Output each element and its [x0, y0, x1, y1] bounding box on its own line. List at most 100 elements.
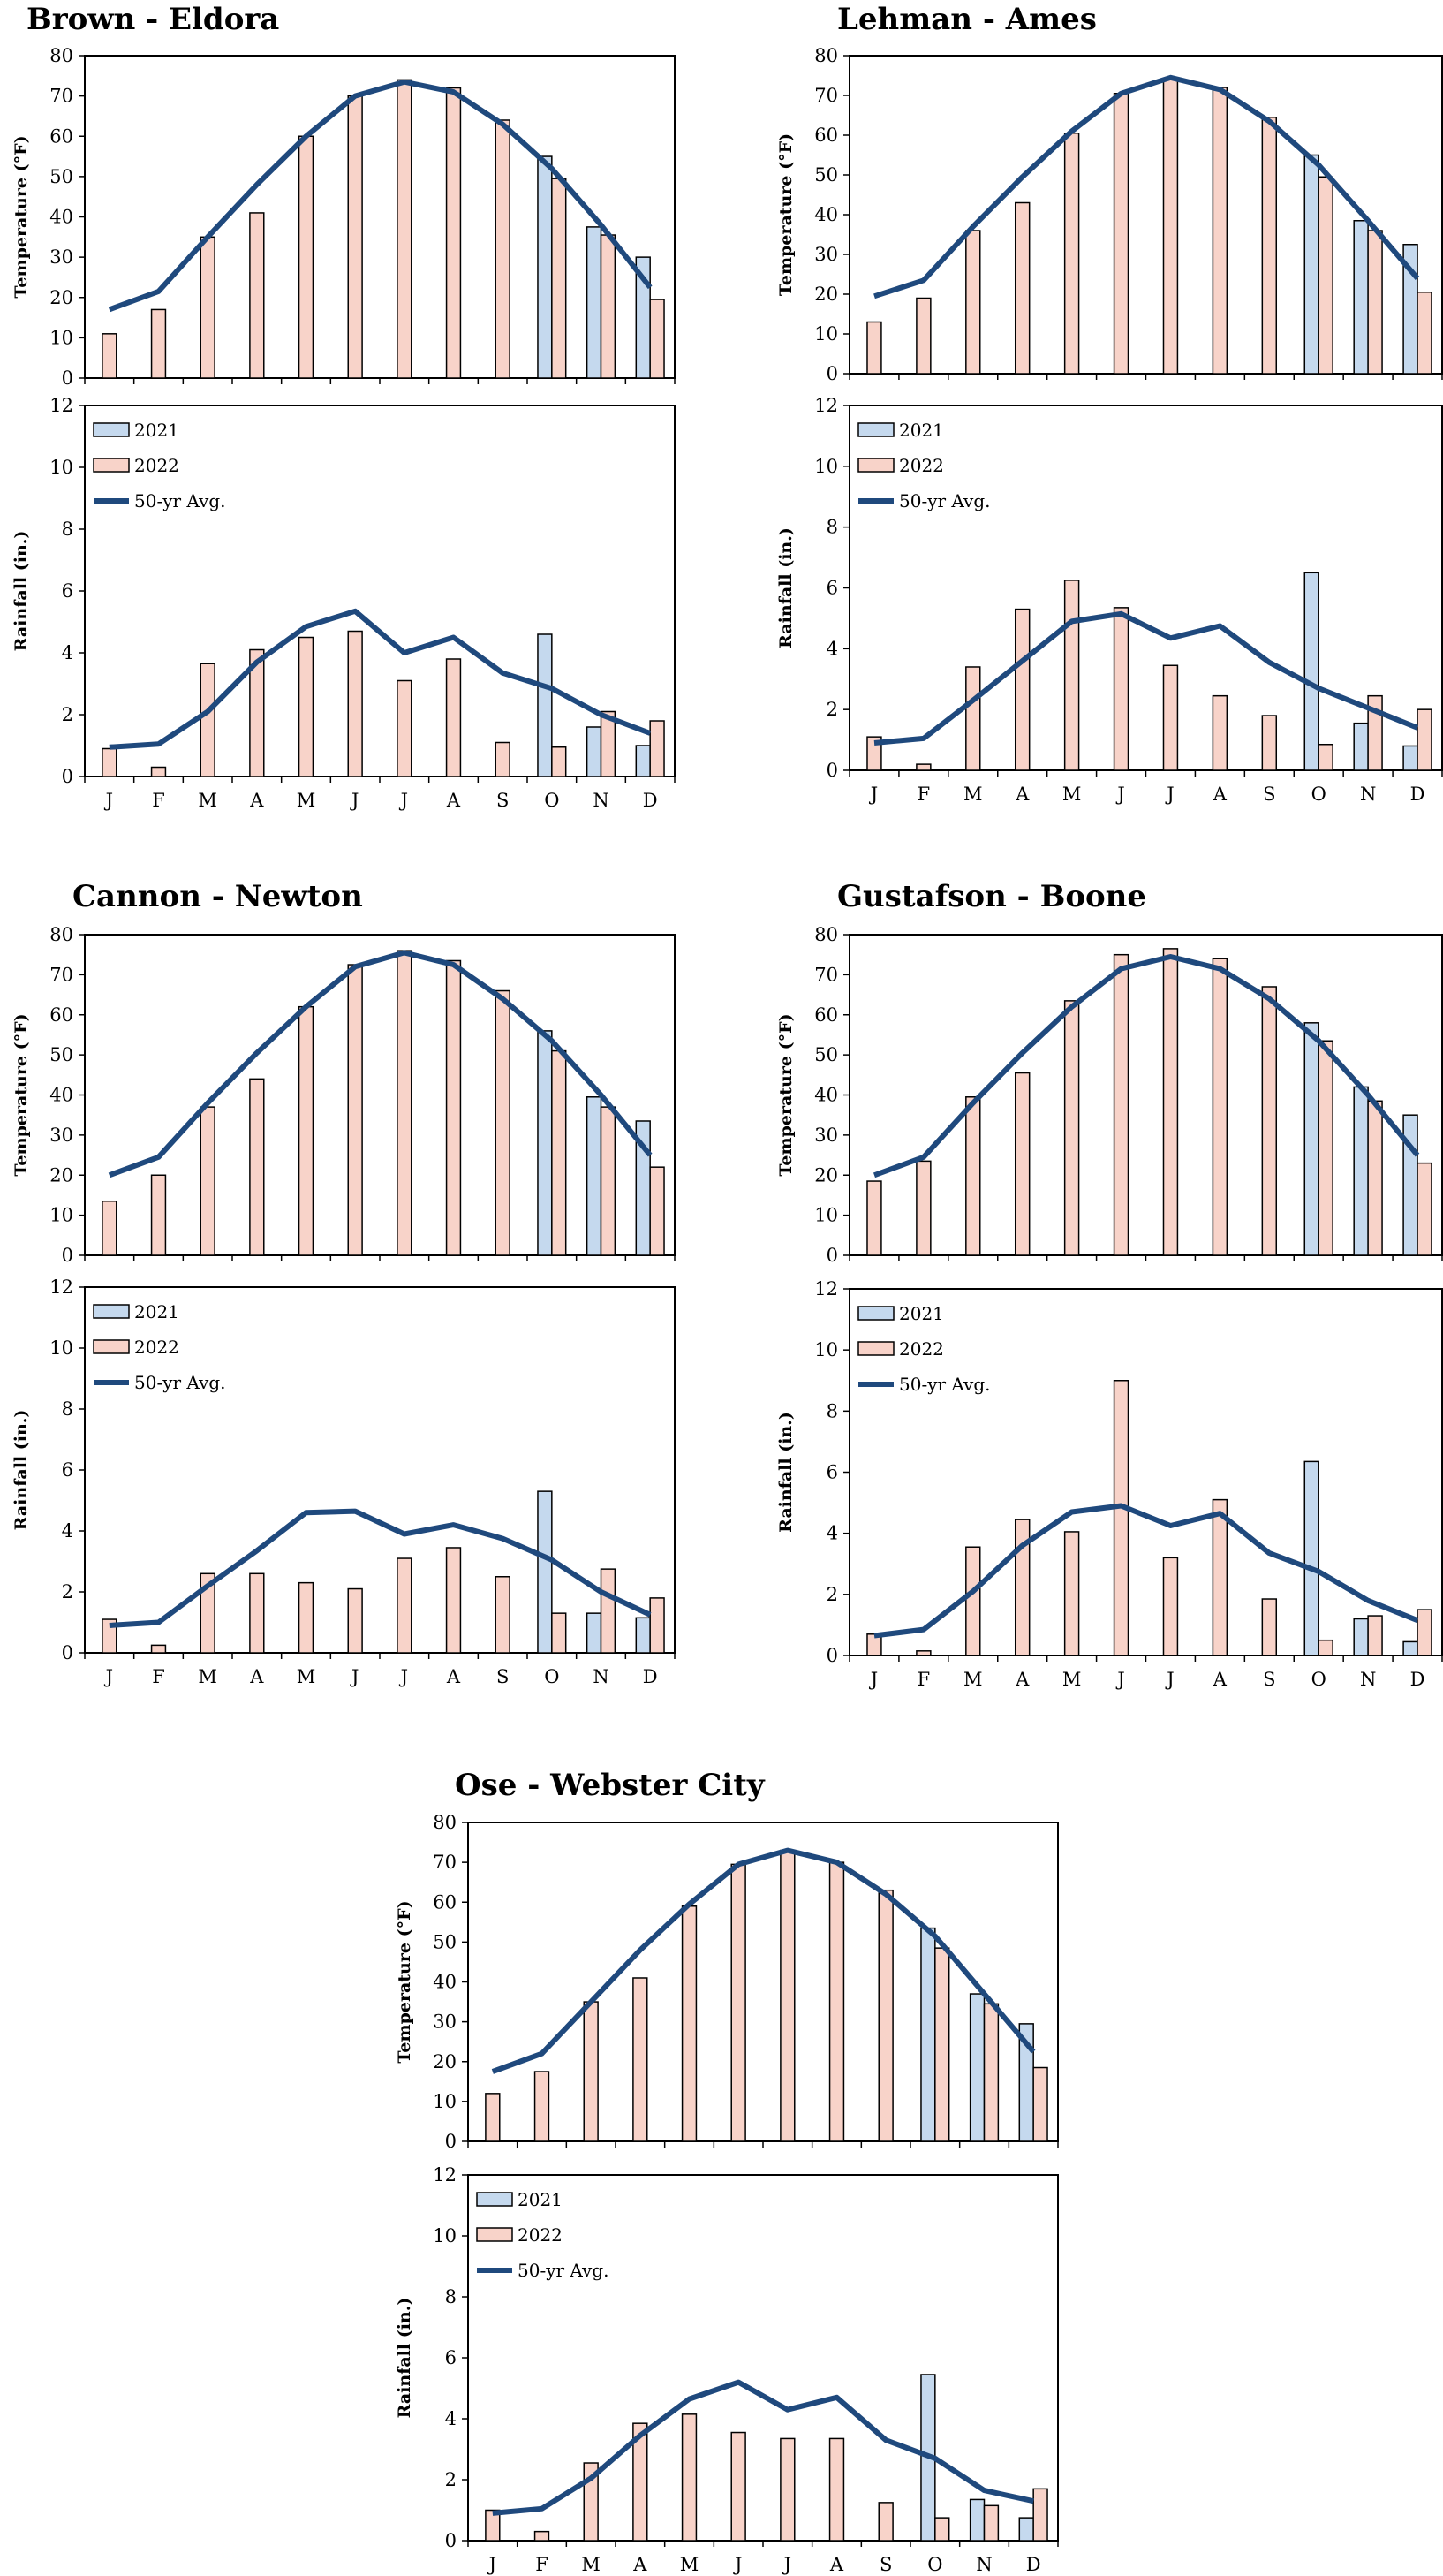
avg-line	[873, 954, 1420, 1178]
bar-2022-5	[1113, 607, 1129, 771]
temperature-y-tick-label: 70	[814, 85, 838, 106]
temperature-y-tick-label: 60	[814, 1004, 838, 1026]
bar-2021-9	[1303, 1460, 1319, 1656]
x-tick-label-m: M	[1062, 784, 1082, 805]
bar-2022-11	[1417, 1162, 1432, 1256]
bar-2022-3	[1014, 1519, 1031, 1656]
bar-2022-3	[1014, 608, 1031, 771]
bar-2022-6	[1162, 1557, 1179, 1656]
temperature-y-tick-label: 60	[433, 1891, 457, 1913]
bar-2022-8	[1261, 986, 1278, 1256]
bar-2022-0	[866, 321, 882, 375]
x-tick-label-s: S	[1263, 784, 1275, 805]
bar-2022-7	[1212, 694, 1228, 771]
bar-2021-10	[1353, 220, 1369, 375]
x-tick-label-a: A	[249, 1666, 264, 1687]
rainfall-y-tick-label: 2	[827, 699, 838, 720]
bar-2022-7	[1212, 87, 1228, 375]
bar-2021-9	[1303, 572, 1319, 771]
avg-line	[109, 1508, 652, 1628]
bar-2021-9	[1303, 154, 1319, 375]
temperature-y-tick-label: 40	[433, 1972, 457, 1993]
avg-line	[108, 79, 653, 313]
bar-2022-1	[150, 1644, 167, 1654]
bar-2022-1	[916, 297, 932, 375]
legend-label-series_2021: 2021	[134, 420, 179, 441]
rainfall-y-tick-label: 4	[827, 638, 838, 659]
bar-2022-1	[916, 1650, 932, 1656]
temperature-y-tick-label: 30	[814, 1125, 838, 1146]
site-title: Gustafson - Boone	[837, 879, 1146, 914]
bar-2021-10	[1353, 1086, 1369, 1256]
bar-2021-10	[586, 226, 602, 379]
legend-label-series_avg: 50-yr Avg.	[134, 1372, 226, 1393]
bar-2022-7	[445, 1547, 462, 1654]
rainfall-axis-label: Rainfall (in.)	[776, 527, 796, 648]
rainfall-y-tick-label: 6	[445, 2347, 457, 2368]
bar-2022-2	[965, 230, 981, 375]
bar-2022-9	[934, 2517, 950, 2542]
x-tick-label-a: A	[1213, 1669, 1228, 1690]
x-tick-label-f: F	[535, 2554, 548, 2575]
rainfall-axis-label: Rainfall (in.)	[776, 1412, 796, 1533]
bar-2021-11	[635, 745, 651, 777]
temperature-plot-frame	[849, 934, 1443, 1256]
x-tick-label-f: F	[918, 1669, 931, 1690]
x-tick-label-m: M	[963, 784, 983, 805]
temperature-y-tick-label: 20	[49, 287, 73, 308]
bar-2022-1	[533, 2530, 550, 2542]
temperature-y-tick-label: 30	[814, 244, 838, 265]
bar-2022-8	[495, 119, 510, 379]
temperature-axis-label: Temperature (°F)	[11, 135, 31, 298]
bar-2021-9	[920, 1927, 936, 2142]
x-tick-label-n: N	[593, 790, 608, 811]
bar-2022-8	[495, 1576, 510, 1654]
bar-2022-3	[249, 1078, 265, 1256]
rainfall-y-tick-label: 4	[827, 1523, 838, 1544]
bar-2021-10	[586, 726, 602, 777]
legend: 2021 2022 50-yr Avg.	[857, 420, 991, 511]
temperature-y-tick-label: 40	[49, 207, 73, 228]
rainfall-y-tick-label: 8	[62, 519, 73, 540]
x-tick-label-o: O	[1311, 1669, 1326, 1690]
temperature-y-tick-label: 60	[49, 125, 73, 147]
rainfall-chart: 0 2 4 6 8 10 12 J F M A M J J A S O N D Rainfall (in.)	[395, 2164, 1059, 2575]
bar-2021-9	[537, 1030, 553, 1256]
legend: 2021 2022 50-yr Avg.	[476, 2189, 609, 2281]
bar-2022-6	[397, 679, 412, 777]
bar-2022-0	[485, 2093, 501, 2142]
rainfall-y-tick-label: 6	[827, 1462, 838, 1483]
bar-2022-9	[551, 746, 567, 777]
bar-2022-1	[150, 1174, 167, 1256]
temperature-y-tick-label: 60	[814, 125, 838, 146]
rainfall-y-tick-label: 10	[814, 456, 838, 477]
x-tick-label-s: S	[496, 1666, 509, 1687]
bar-2022-11	[649, 1597, 665, 1654]
temperature-chart: 0 10 20 30 40 50 60 70 80 Temperature (°F)	[11, 924, 676, 1266]
bar-2022-2	[965, 666, 981, 771]
rainfall-axis-label: Rainfall (in.)	[11, 1410, 31, 1531]
x-tick-label-n: N	[1360, 1669, 1376, 1690]
temperature-y-tick-label: 80	[814, 45, 838, 66]
bar-2022-7	[445, 959, 462, 1256]
bar-2022-5	[730, 1863, 746, 2142]
temperature-y-tick-label: 0	[62, 1245, 73, 1266]
x-tick-label-j: J	[1115, 1669, 1124, 1690]
bar-2021-10	[1353, 722, 1369, 771]
rainfall-y-tick-label: 8	[445, 2286, 457, 2307]
x-tick-label-f: F	[918, 784, 931, 805]
x-tick-label-j: J	[399, 1666, 408, 1687]
temperature-y-tick-label: 10	[814, 1205, 838, 1226]
bar-2021-10	[586, 1612, 602, 1654]
rainfall-y-tick-label: 4	[445, 2408, 457, 2429]
x-tick-label-o: O	[927, 2554, 942, 2575]
bar-2022-8	[878, 1889, 894, 2142]
temperature-y-tick-label: 60	[49, 1004, 73, 1026]
temperature-y-tick-label: 40	[814, 204, 838, 225]
rainfall-y-tick-label: 0	[62, 766, 73, 787]
bar-2021-9	[537, 1490, 553, 1654]
bar-2022-9	[934, 1947, 950, 2142]
x-tick-label-d: D	[643, 790, 658, 811]
rainfall-y-tick-label: 0	[827, 1645, 838, 1666]
bar-2022-4	[298, 636, 314, 777]
